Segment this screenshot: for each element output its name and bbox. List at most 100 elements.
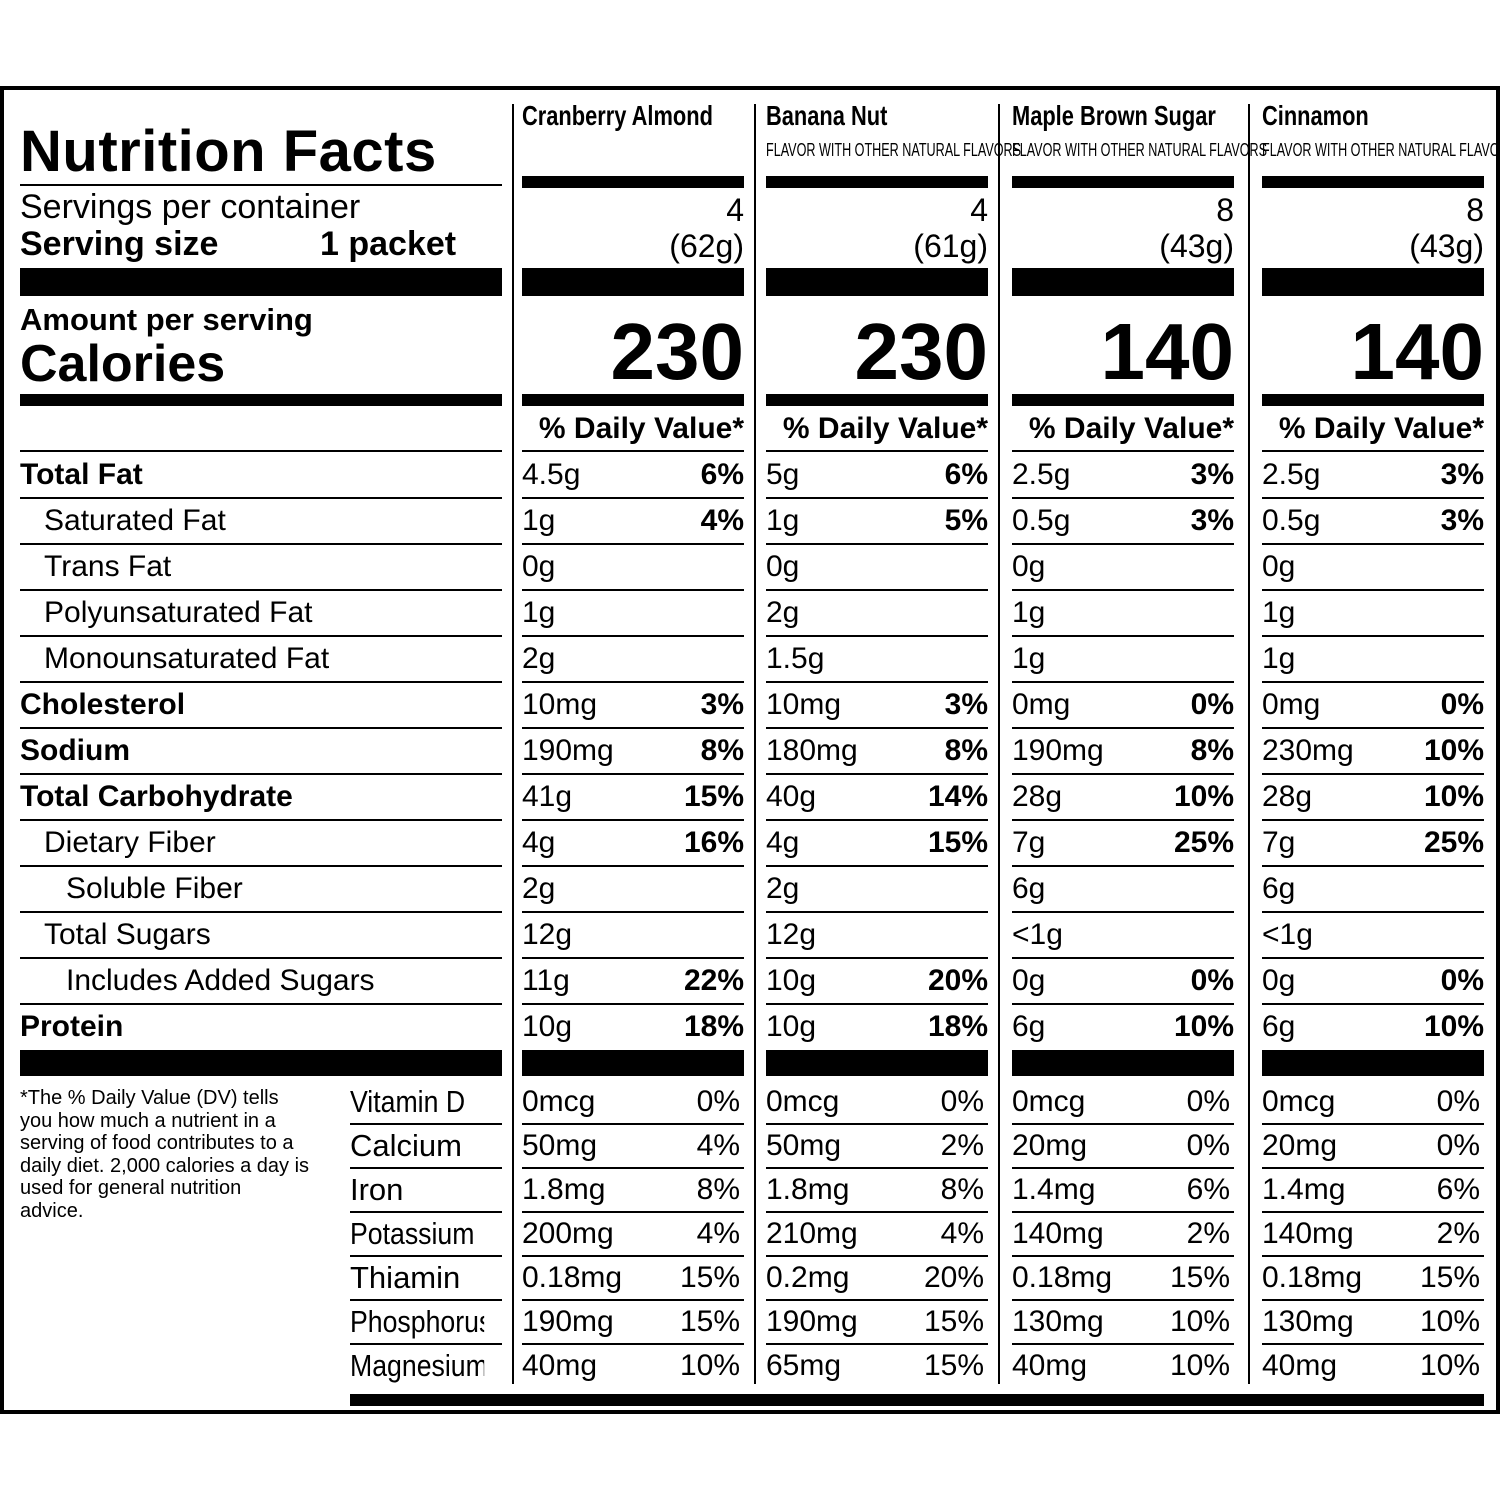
bottom-bar	[350, 1394, 1484, 1406]
nutrient-dv: 15%	[927, 826, 988, 859]
vitamin-amount: 1.4mg	[1012, 1173, 1096, 1206]
product-name: Maple Brown Sugar	[1012, 100, 1216, 131]
nutrient-dv: 0%	[1440, 964, 1484, 997]
vitamin-divider	[1262, 1299, 1484, 1301]
nutrient-amount: 12g	[766, 918, 817, 951]
row-divider	[1012, 681, 1234, 683]
nutrient-dv: 10%	[1173, 1010, 1234, 1043]
vitamin-divider	[350, 1211, 502, 1213]
vitamin-divider	[350, 1343, 502, 1345]
row-divider	[1262, 543, 1484, 545]
row-divider	[1262, 1003, 1484, 1005]
nutrient-label: Cholesterol	[20, 688, 186, 721]
nutrient-dv: 0%	[1190, 688, 1234, 721]
vitamin-dv: 20%	[923, 1261, 984, 1294]
vitamin-divider	[766, 1343, 988, 1345]
column-separator	[1248, 104, 1250, 1384]
vitamin-dv: 10%	[1169, 1349, 1230, 1382]
product-subtitle: FLAVOR WITH OTHER NATURAL FLAVORS	[1012, 140, 1268, 160]
vitamin-label: Potassium	[350, 1216, 475, 1251]
nutrient-amount: 7g	[1012, 826, 1046, 859]
thick-divider-protein	[20, 1050, 502, 1076]
calories-label: Calories	[20, 335, 226, 393]
nutrient-dv: 3%	[1190, 458, 1234, 491]
amount-per-serving: Amount per serving	[20, 302, 313, 337]
servings-value: 4	[970, 192, 988, 228]
nutrient-amount: 0.5g	[1012, 504, 1071, 537]
nutrient-dv: 10%	[1423, 734, 1484, 767]
vitamin-dv: 15%	[1169, 1261, 1230, 1294]
vitamin-divider	[522, 1123, 744, 1125]
serving-size-value: (61g)	[913, 228, 988, 264]
vitamin-dv: 0%	[940, 1085, 984, 1118]
nutrient-amount: 10mg	[522, 688, 598, 721]
vitamin-divider	[350, 1299, 502, 1301]
vitamin-divider	[1012, 1123, 1234, 1125]
nutrient-amount: 180mg	[766, 734, 858, 767]
nutrient-amount: 2g	[766, 872, 800, 905]
product-subtitle: FLAVOR WITH OTHER NATURAL FLAVORS	[1262, 140, 1500, 160]
vitamin-divider	[350, 1123, 502, 1125]
nutrient-amount: 6g	[1262, 1010, 1296, 1043]
nutrient-amount: 28g	[1262, 780, 1313, 813]
row-divider	[766, 773, 988, 775]
row-divider	[20, 865, 502, 867]
vitamin-amount: 130mg	[1012, 1305, 1104, 1338]
row-divider	[1262, 911, 1484, 913]
row-divider	[1012, 589, 1234, 591]
product-name: Cranberry Almond	[522, 100, 713, 131]
nutrient-amount: 6g	[1012, 872, 1046, 905]
vitamin-amount: 210mg	[766, 1217, 858, 1250]
nutrient-label: Total Carbohydrate	[20, 780, 293, 813]
nutrient-amount: 5g	[766, 458, 800, 491]
vitamin-amount: 1.4mg	[1262, 1173, 1346, 1206]
nutrient-dv: 6%	[944, 458, 988, 491]
panel-title: Nutrition Facts	[20, 119, 437, 184]
nutrient-amount: <1g	[1262, 918, 1313, 951]
nutrient-amount: 2.5g	[1262, 458, 1321, 491]
vitamin-amount: 200mg	[522, 1217, 614, 1250]
row-divider	[1262, 589, 1484, 591]
thick-divider-protein	[1012, 1050, 1234, 1076]
vitamin-dv: 15%	[679, 1261, 740, 1294]
vitamin-dv: 15%	[923, 1349, 984, 1382]
nutrient-amount: 190mg	[522, 734, 614, 767]
row-divider	[766, 819, 988, 821]
row-divider	[1012, 635, 1234, 637]
thick-divider-calories	[522, 394, 744, 406]
vitamin-divider	[1012, 1211, 1234, 1213]
vitamin-divider	[1012, 1299, 1234, 1301]
vitamin-divider	[350, 1255, 502, 1257]
nutrient-amount: 11g	[522, 964, 570, 997]
product-name: Cinnamon	[1262, 100, 1369, 131]
vitamin-divider	[522, 1211, 744, 1213]
vitamin-dv: 0%	[1186, 1129, 1230, 1162]
nutrient-label: Total Sugars	[44, 918, 211, 951]
nutrient-amount: 0g	[1262, 964, 1296, 997]
vitamin-amount: 130mg	[1262, 1305, 1354, 1338]
row-divider	[1012, 911, 1234, 913]
nutrient-amount: 190mg	[1012, 734, 1104, 767]
vitamin-amount: 0.18mg	[1262, 1261, 1363, 1294]
nutrient-amount: 0g	[1012, 964, 1046, 997]
nutrient-amount: 4g	[522, 826, 556, 859]
row-divider	[766, 865, 988, 867]
row-divider	[1012, 543, 1234, 545]
vitamin-dv: 15%	[679, 1305, 740, 1338]
vitamin-amount: 50mg	[766, 1129, 842, 1162]
vitamin-amount: 0mcg	[1012, 1085, 1086, 1118]
nutrient-dv: 25%	[1173, 826, 1234, 859]
thick-divider-calories	[20, 394, 502, 406]
nutrient-amount: 10g	[522, 1010, 573, 1043]
thick-divider-servings	[1012, 268, 1234, 296]
nutrient-amount: 28g	[1012, 780, 1063, 813]
vitamin-divider	[766, 1211, 988, 1213]
vitamin-amount: 0mcg	[522, 1085, 596, 1118]
row-divider	[522, 1003, 744, 1005]
vitamin-dv: 10%	[679, 1349, 740, 1382]
row-divider	[766, 497, 988, 499]
serving-size-value: (43g)	[1159, 228, 1234, 264]
vitamin-divider	[766, 1123, 988, 1125]
row-divider	[766, 635, 988, 637]
vitamin-dv: 2%	[1436, 1217, 1480, 1250]
